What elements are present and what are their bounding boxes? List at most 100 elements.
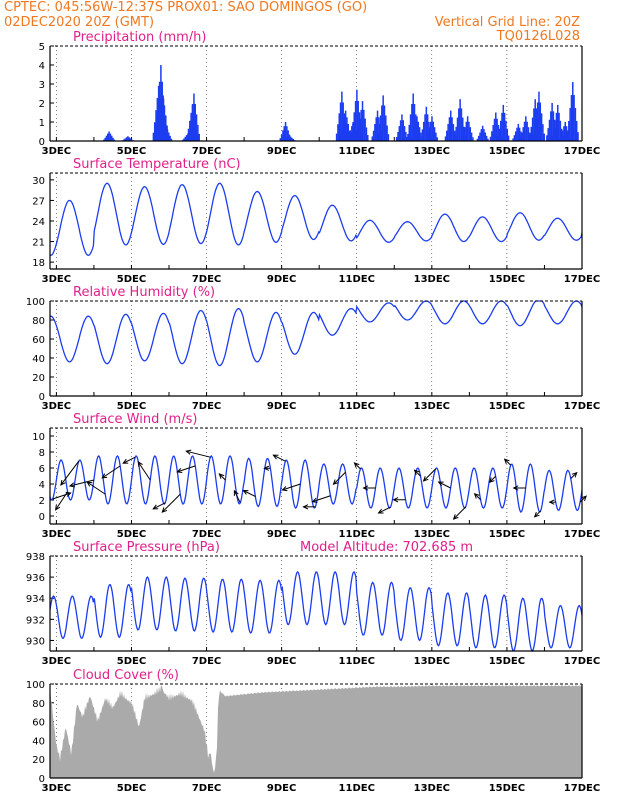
precip-bar (512, 138, 514, 141)
precip-xtick-label: 13DEC (414, 146, 450, 157)
temp-xtick-label: 15DEC (489, 274, 525, 285)
wind-vector-head (488, 477, 495, 484)
precip-bar (189, 124, 191, 141)
cloud-ytick-label: 40 (32, 736, 45, 747)
wind-vector (378, 506, 391, 514)
wind-ytick-label: 6 (39, 464, 45, 475)
pressure-xtick-label: 11DEC (339, 656, 375, 667)
precip-bar (523, 121, 526, 141)
precip-bar (356, 135, 359, 141)
rh-ytick-label: 100 (26, 297, 45, 308)
wind-vector-head (413, 469, 420, 476)
precip-bar (284, 122, 287, 141)
precip-bar (410, 137, 413, 141)
wind-vector-head (571, 471, 578, 478)
precip-bar (551, 103, 553, 141)
precip-bar (503, 112, 506, 141)
precip-bar (344, 110, 347, 141)
precip-bar (398, 126, 401, 141)
vertical-grid-line-label: Vertical Grid Line: 20Z (434, 15, 580, 30)
precip-bar (407, 133, 409, 141)
wind-vector-head (281, 486, 288, 492)
pressure-series-line (49, 570, 583, 653)
precip-ytick-label: 4 (39, 61, 45, 72)
pressure-xtick-label: 15DEC (489, 656, 525, 667)
temp-xtick-label: 5DEC (117, 274, 146, 285)
precip-bar (491, 131, 493, 141)
precip-bar (552, 111, 555, 141)
precip-bar (191, 103, 194, 141)
precip-bar (291, 137, 293, 141)
wind-xtick-label: 13DEC (414, 529, 450, 540)
wind-vector-head (452, 514, 459, 520)
precip-bar (359, 118, 361, 141)
wind-ytick-label: 0 (39, 512, 45, 523)
precip-bar (285, 137, 288, 141)
precip-bar (535, 113, 538, 141)
precip-bar (123, 139, 125, 141)
precip-bar (408, 124, 411, 141)
precip-bar (413, 103, 416, 141)
precip-bar (568, 120, 570, 141)
wind-vector (52, 492, 71, 500)
precip-bar (161, 135, 163, 141)
precip-bar (426, 114, 429, 141)
precip-bar (462, 132, 465, 141)
precip-bar (127, 136, 129, 141)
precip-bar (343, 117, 346, 141)
wind-vector (186, 450, 211, 458)
precip-bar (447, 123, 449, 141)
wind-vector-head (512, 485, 519, 491)
precip-bar (342, 102, 344, 141)
precip-bar (339, 102, 342, 141)
pressure-ytick-label: 932 (26, 615, 45, 626)
precip-bar (112, 137, 114, 141)
wind-vector (69, 479, 95, 487)
precip-bar (160, 65, 162, 141)
wind-vector (218, 473, 226, 481)
precip-bar (485, 135, 488, 141)
pressure-xtick-label: 7DEC (192, 656, 221, 667)
precip-bar (339, 136, 342, 141)
wind-vector (86, 481, 106, 495)
cloud-xtick-label: 15DEC (489, 783, 525, 794)
precip-bar (186, 135, 188, 141)
precip-xtick-label: 15DEC (489, 146, 525, 157)
precip-bar (543, 133, 545, 141)
wind-title: Surface Wind (m/s) (73, 412, 197, 427)
rh-xtick-label: 5DEC (117, 401, 146, 412)
precip-bar (574, 108, 577, 141)
wind-vector (161, 493, 181, 513)
precip-bar (401, 114, 403, 141)
precip-bar (416, 116, 418, 141)
precip-bar (573, 95, 575, 141)
precip-bar (360, 109, 362, 141)
precip-bar (481, 125, 484, 141)
wind-vector (153, 502, 166, 510)
init-time: 02DEC2020 20Z (GMT) (4, 15, 155, 30)
precip-bar (551, 135, 554, 141)
precip-bar (346, 117, 348, 141)
precip-bar (107, 133, 109, 141)
wind-vector-head (362, 485, 369, 491)
cloud-xtick-label: 13DEC (414, 783, 450, 794)
precip-bar (402, 120, 405, 141)
wind-vector (137, 461, 151, 481)
precip-bar (564, 122, 567, 141)
precip-bar (428, 127, 431, 141)
precip-bar (460, 108, 463, 141)
precip-bar (505, 120, 507, 141)
precip-bar (542, 124, 544, 141)
precip-bar (374, 123, 376, 141)
wind-vector (243, 490, 256, 497)
precip-bar (522, 127, 524, 141)
rh-series-line (49, 300, 583, 367)
precip-bar (166, 129, 169, 141)
wind-vector (101, 465, 121, 479)
wind-vector (55, 491, 69, 511)
precip-bar (572, 82, 574, 141)
precip-bar (194, 103, 197, 141)
precip-bar (361, 101, 364, 141)
temp-ytick-label: 21 (32, 238, 45, 249)
